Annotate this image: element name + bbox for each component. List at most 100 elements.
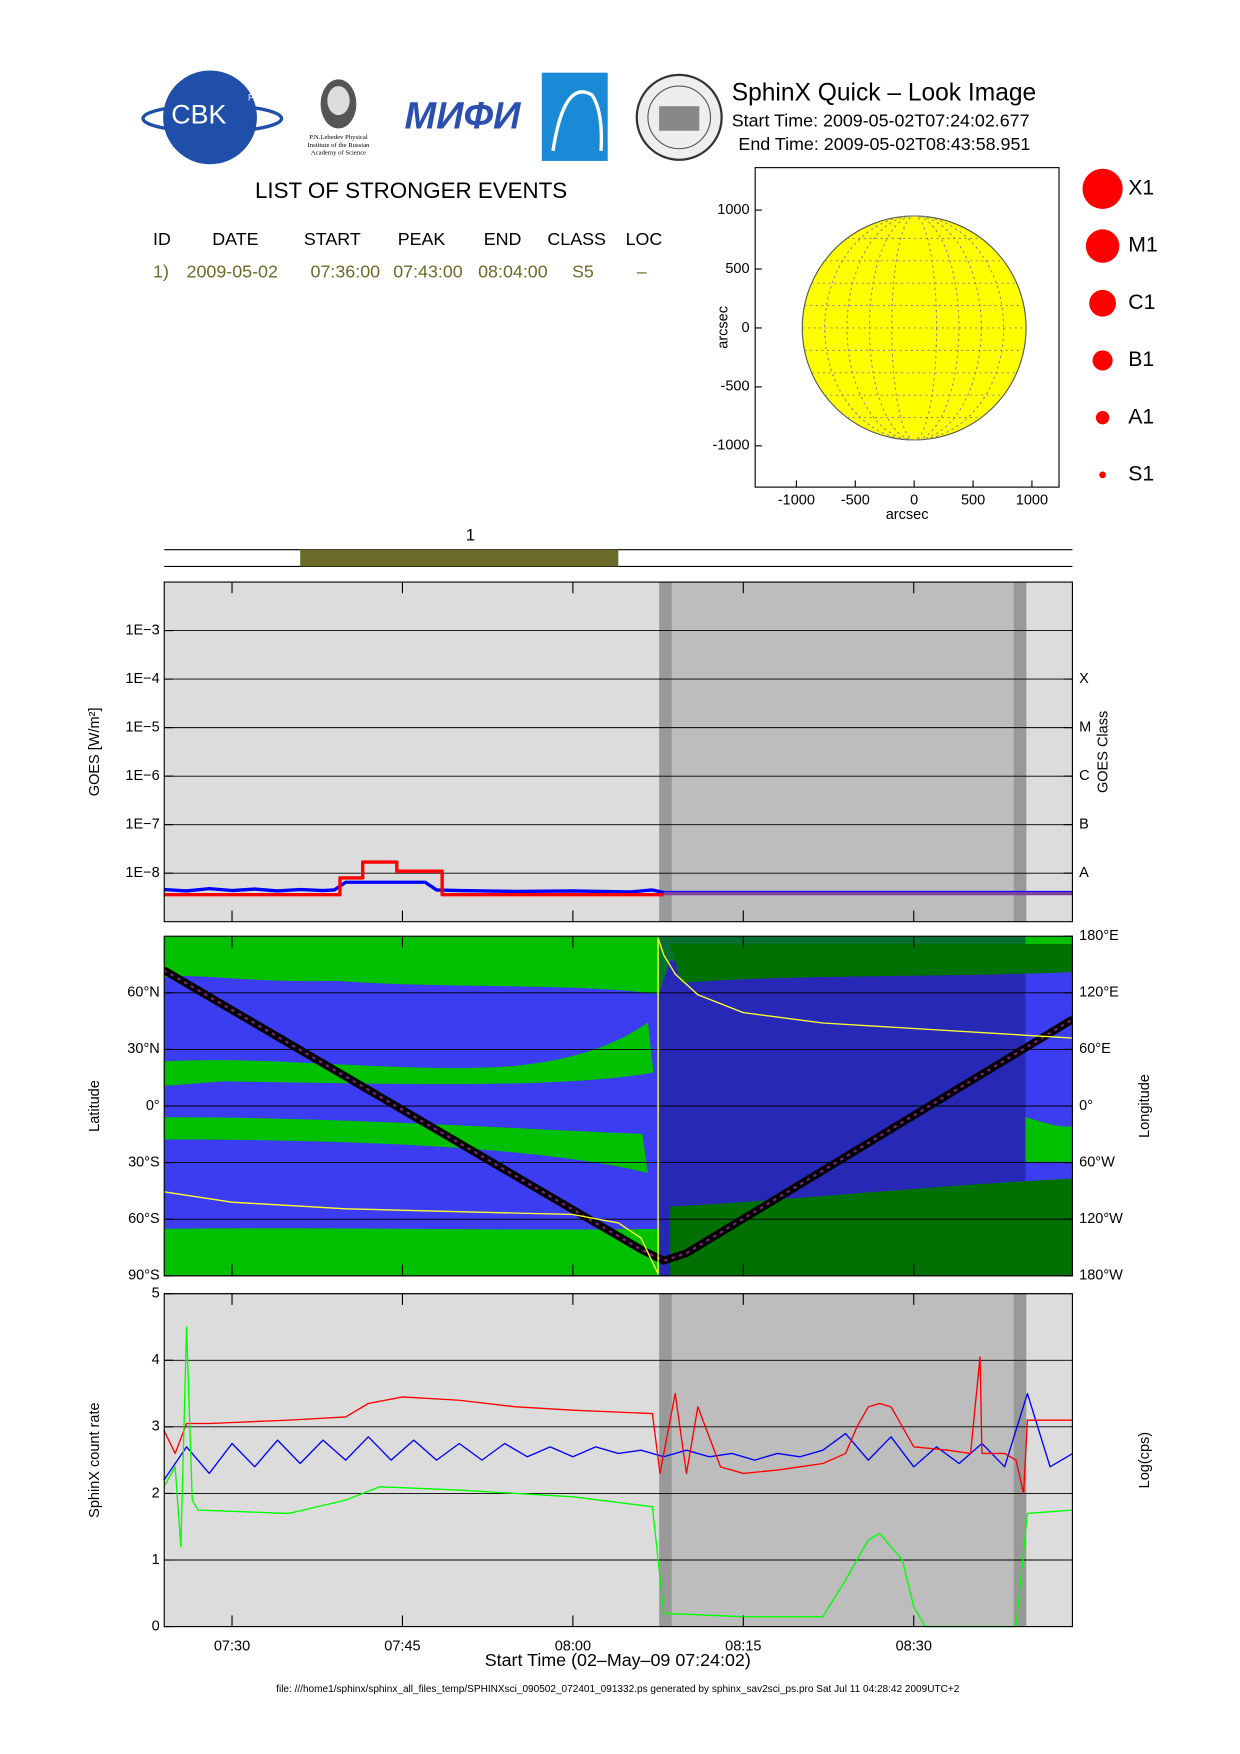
y-tick-label: 1E−7 (125, 816, 159, 832)
x-tick-label: 08:15 (725, 1639, 761, 1655)
y2-tick-label: M (1079, 719, 1091, 735)
plot-frame (163, 1293, 1073, 1628)
y-tick-label: 1E−6 (125, 768, 159, 784)
y-tick-label: 1E−4 (125, 671, 159, 687)
disk-meridian (846, 215, 982, 441)
logo-arc (541, 72, 608, 161)
track-core (164, 969, 1073, 1262)
night-shade (659, 1293, 1027, 1627)
header-start: Start Time: 2009-05-02T07:24:02.677 (732, 111, 1030, 131)
y-tick-label: 30°S (128, 1154, 160, 1170)
column-header: PEAK (398, 229, 446, 249)
y-tick-label: 1000 (717, 202, 749, 218)
x-tick-label: 08:30 (896, 1639, 932, 1655)
logo-text: CBK (171, 99, 226, 129)
logo-lebedev: P.N.Lebedev Physical Institute of the Ru… (308, 79, 371, 157)
column-header: START (304, 229, 361, 249)
y-tick-label: 1E−5 (125, 719, 159, 735)
y-tick-label: 1E−3 (125, 622, 159, 638)
y-tick-label: 1E−8 (125, 865, 159, 881)
column-header: END (484, 229, 522, 249)
x-tick-label: -1000 (778, 492, 815, 508)
class-label: A1 (1128, 405, 1154, 428)
events-table: ID DATE START PEAK END CLASS LOC 1) 2009-05-02 07… (153, 229, 662, 281)
y-tick-label: -1000 (712, 438, 749, 454)
series-line (163, 1326, 1073, 1628)
y-tick-label: 60°S (128, 1211, 160, 1227)
y-tick-label: 60°N (127, 985, 159, 1001)
events-title: LIST OF STRONGER EVENTS (255, 178, 567, 203)
y-tick-label: 3 (152, 1419, 160, 1435)
column-header: ID (153, 229, 171, 249)
x-tick-label: 08:00 (555, 1639, 591, 1655)
class-legend: X1 M1 C1 B1 A1 S1 (1082, 168, 1158, 485)
table-cell: S5 (572, 261, 594, 281)
class-label: X1 (1128, 176, 1154, 199)
header-end: End Time: 2009-05-02T08:43:58.951 (738, 134, 1030, 154)
table-cell: 1) (153, 261, 169, 281)
y2-tick-label: 180°E (1079, 928, 1119, 944)
series-line (163, 860, 664, 897)
x-tick-label: -500 (841, 492, 870, 508)
plot-frame (754, 167, 1060, 488)
column-header: DATE (212, 229, 258, 249)
class-marker (1092, 350, 1113, 371)
x-tick-label: 1000 (1016, 492, 1048, 508)
series-line (163, 880, 1073, 895)
y-tick-label: 5 (152, 1286, 160, 1302)
y-tick-label: 0 (742, 320, 750, 336)
y-tick-label: 0 (152, 1618, 160, 1634)
y-tick-label: 30°N (127, 1041, 159, 1057)
y2-tick-label: 120°E (1079, 985, 1119, 1001)
y2-tick-label: 180°W (1079, 1268, 1123, 1284)
x-axis-title: Start Time (02–May–09 07:24:02) (485, 1650, 751, 1670)
x-tick-label: 07:45 (384, 1639, 420, 1655)
x-axis-title: arcsec (886, 507, 929, 523)
y2-tick-label: X (1079, 671, 1089, 687)
y-axis-title: arcsec (716, 306, 732, 349)
y2-tick-label: B (1079, 816, 1089, 832)
y-tick-label: 1 (152, 1552, 160, 1568)
logo-text: P.N.Lebedev Physical (309, 134, 368, 141)
y-tick-label: -500 (721, 379, 750, 395)
y-tick-label: 2 (152, 1485, 160, 1501)
x-tick-label: 500 (961, 492, 985, 508)
logo-mifi: МИФИ (405, 96, 522, 138)
class-marker (1095, 410, 1110, 425)
series-line (163, 1356, 1073, 1495)
event-label: 1 (466, 526, 475, 545)
x-tick-label: 0 (910, 492, 918, 508)
series-line (164, 937, 1073, 1275)
table-cell: 2009-05-02 (187, 261, 278, 281)
logo-text: PAN (248, 93, 266, 103)
class-marker (1082, 168, 1123, 209)
y2-tick-label: 120°W (1079, 1211, 1123, 1227)
event-bar (164, 549, 1073, 567)
table-cell: 07:36:00 (311, 261, 381, 281)
class-marker (1089, 289, 1116, 317)
column-header: LOC (626, 229, 663, 249)
event-span (300, 549, 619, 567)
y2-tick-label: 0° (1079, 1098, 1093, 1114)
logo-text: Institute of the Russian (308, 142, 371, 149)
series-line (163, 1392, 1074, 1481)
y2-axis-title: GOES Class (1096, 711, 1112, 793)
y-axis-title: Latitude (87, 1080, 103, 1132)
logo-seal (635, 73, 723, 161)
logo-cbk: CBK PAN (141, 70, 284, 165)
table-cell: 08:04:00 (478, 261, 548, 281)
transition-shade (1013, 582, 1027, 922)
y2-axis-title: Log(cps) (1137, 1432, 1153, 1488)
transition-shade (659, 1293, 672, 1627)
y-tick-label: 0° (146, 1098, 160, 1114)
table-cell: 07:43:00 (393, 261, 463, 281)
plot-frame (163, 581, 1073, 923)
y2-tick-label: A (1079, 865, 1089, 881)
class-label: M1 (1128, 234, 1157, 257)
x-tick-label: 07:30 (214, 1639, 250, 1655)
footer: file: ///home1/sphinx/sphinx_all_files_t… (276, 1684, 960, 1695)
class-marker (1099, 471, 1106, 479)
header-title: SphinX Quick – Look Image (732, 79, 1036, 106)
